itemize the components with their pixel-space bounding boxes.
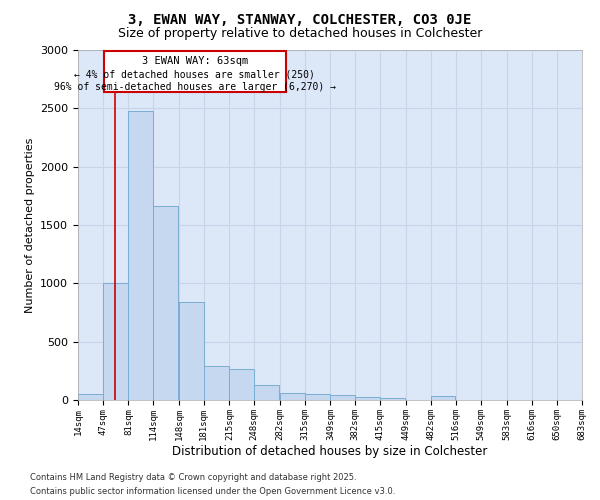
Bar bbox=[78, 394, 103, 400]
Bar bbox=[355, 397, 380, 400]
Text: ← 4% of detached houses are smaller (250): ← 4% of detached houses are smaller (250… bbox=[74, 70, 315, 80]
X-axis label: Distribution of detached houses by size in Colchester: Distribution of detached houses by size … bbox=[172, 446, 488, 458]
Bar bbox=[179, 302, 204, 400]
Bar bbox=[229, 368, 254, 400]
Text: Size of property relative to detached houses in Colchester: Size of property relative to detached ho… bbox=[118, 28, 482, 40]
Bar bbox=[154, 206, 178, 400]
Bar bbox=[331, 396, 355, 400]
FancyBboxPatch shape bbox=[104, 51, 286, 92]
Text: Contains HM Land Registry data © Crown copyright and database right 2025.: Contains HM Land Registry data © Crown c… bbox=[30, 472, 356, 482]
Bar bbox=[431, 396, 455, 400]
Text: 96% of semi-detached houses are larger (6,270) →: 96% of semi-detached houses are larger (… bbox=[54, 82, 336, 92]
Text: 3 EWAN WAY: 63sqm: 3 EWAN WAY: 63sqm bbox=[142, 56, 248, 66]
Bar bbox=[204, 366, 229, 400]
Text: Contains public sector information licensed under the Open Government Licence v3: Contains public sector information licen… bbox=[30, 488, 395, 496]
Bar bbox=[254, 385, 279, 400]
Bar bbox=[380, 398, 405, 400]
Bar bbox=[103, 284, 128, 400]
Bar bbox=[128, 110, 154, 400]
Text: 3, EWAN WAY, STANWAY, COLCHESTER, CO3 0JE: 3, EWAN WAY, STANWAY, COLCHESTER, CO3 0J… bbox=[128, 12, 472, 26]
Bar bbox=[305, 394, 329, 400]
Y-axis label: Number of detached properties: Number of detached properties bbox=[25, 138, 35, 312]
Bar bbox=[280, 393, 305, 400]
